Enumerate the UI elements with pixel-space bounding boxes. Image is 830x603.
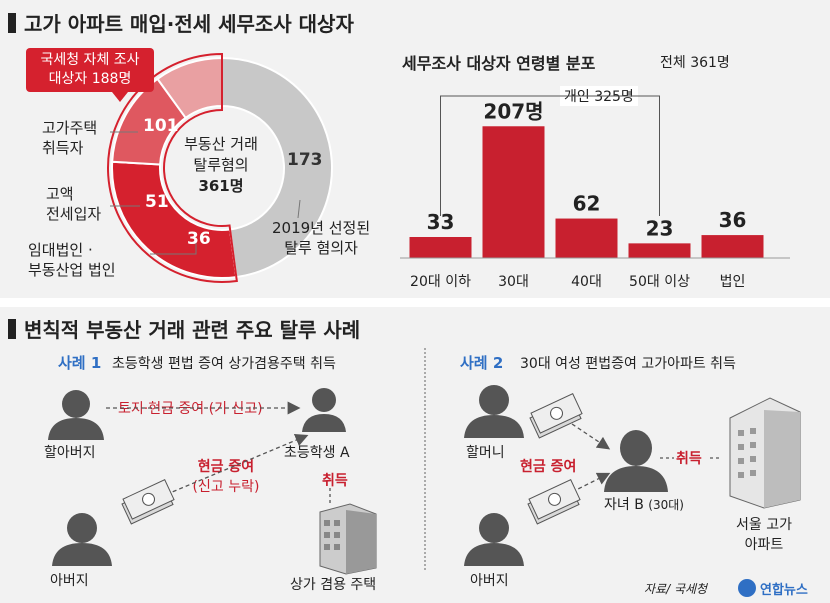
father2-person-icon (464, 513, 524, 566)
bar-2 (555, 218, 618, 258)
bar-3 (628, 243, 691, 258)
case2-desc: 30대 여성 편법증여 고가아파트 취득 (520, 356, 736, 372)
grandfather-label: 할아버지 (44, 445, 96, 461)
brand-logo-icon (738, 579, 756, 597)
father1-label: 아버지 (50, 573, 89, 589)
bottom-panel (0, 307, 830, 603)
donut-segment-high-price (111, 160, 238, 279)
bar-category-label-2: 40대 (571, 274, 602, 290)
father1-person-icon (52, 513, 112, 566)
gift1-label: 토지·현금 증여 (기 신고) (118, 401, 263, 417)
apt-label: 서울 고가 아파트 (736, 517, 792, 553)
segment-label-2019: 2019년 선정된 탈루 혐의자 (272, 219, 371, 257)
bar-category-label-4: 법인 (720, 274, 746, 290)
case1-desc: 초등학생 편법 증여 상가겸용주택 취득 (112, 356, 336, 372)
donut-segment-2019 (221, 56, 333, 279)
bar-value-label-3: 23 (646, 216, 674, 240)
case1-label: 사례 1 (58, 354, 102, 372)
apartment-icon (729, 397, 801, 509)
bar-chart-total: 전체 361명 (660, 55, 730, 71)
callout-box: 국세청 자체 조사 대상자 188명 (26, 48, 154, 102)
leader-line (297, 199, 301, 219)
segment-label-high-price: 고가주택 취득자 (42, 119, 98, 157)
grandmother-label: 할머니 (466, 445, 505, 461)
building-label: 상가 겸용 주택 (290, 577, 377, 593)
gift-case2-label: 현금 증여 (520, 459, 577, 475)
father2-label: 아버지 (470, 573, 509, 589)
daughter-label: 자녀 B (30대) (604, 497, 684, 513)
money-icon (529, 393, 583, 439)
money-icon (527, 479, 581, 525)
title-bar-icon (8, 12, 16, 33)
acquire2-label: 취득 (676, 451, 702, 467)
grandfather-person-icon (48, 390, 104, 440)
acquire1-label: 취득 (322, 473, 348, 489)
donut-red-outline (107, 52, 238, 283)
bar-value-label-4: 36 (719, 208, 747, 232)
student-person-icon (302, 388, 346, 432)
value-101: 101 (143, 116, 179, 136)
grandmother-person-icon (464, 385, 524, 438)
student-label: 초등학생 A (284, 445, 350, 461)
money-icon (121, 479, 175, 525)
building-icon (319, 503, 377, 575)
gift-case2-arrow-bottom (571, 472, 611, 493)
leader-line (150, 238, 197, 255)
segment-label-jeonse: 고액 전세입자 (46, 185, 102, 223)
section2-title: 변칙적 부동산 거래 관련 주요 탈루 사례 (8, 314, 360, 343)
bar-4 (701, 235, 764, 258)
bar-category-label-0: 20대 이하 (410, 274, 471, 290)
bar-chart-title: 세무조사 대상자 연령별 분포 (402, 54, 596, 73)
bar-category-label-1: 30대 (498, 274, 529, 290)
case-divider (424, 348, 426, 570)
value-51: 51 (145, 192, 169, 212)
gift-case2-arrow-top (571, 423, 611, 450)
bar-category-label-3: 50대 이상 (629, 274, 690, 290)
value-36: 36 (187, 229, 211, 249)
section1-title: 고가 아파트 매입·전세 세무조사 대상자 (8, 8, 354, 37)
daughter-person-icon (604, 430, 668, 492)
brand-label: 연합뉴스 (760, 583, 808, 598)
source-label: 자료/ 국세청 (644, 582, 708, 596)
bar-value-label-0: 33 (427, 210, 455, 234)
bar-value-label-2: 62 (573, 192, 601, 216)
donut-center-label: 부동산 거래 탈루혐의 361명 (184, 135, 258, 195)
bar-0 (409, 237, 472, 258)
case2-label: 사례 2 (460, 354, 504, 372)
segment-label-corp: 임대법인 · 부동산업 법인 (28, 241, 116, 279)
title-bar-icon (8, 318, 16, 339)
individual-bracket (440, 95, 660, 216)
bar-value-label-1: 207명 (483, 99, 543, 123)
value-173: 173 (287, 150, 323, 170)
bar-1 (482, 126, 545, 258)
